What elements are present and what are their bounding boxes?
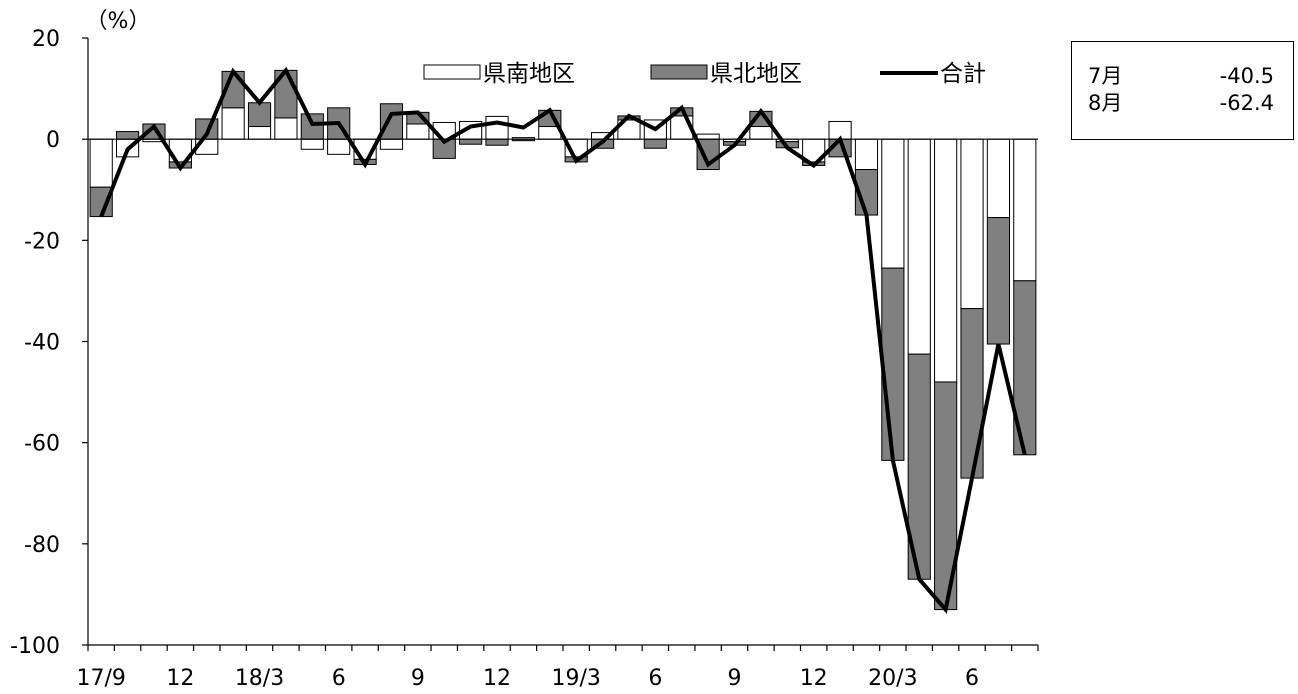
axes-layer: 20 0 -20 -40 -60 -80 -100 17/9 12 18/3 6 9 12 19/3 6 9 1…	[10, 27, 1039, 691]
bar-north	[379, 103, 404, 140]
monthly-value-box: 7月 -40.5 8月 -62.4	[1071, 41, 1294, 140]
bar-south	[907, 138, 931, 355]
bar-south	[749, 126, 773, 140]
bar-south	[485, 115, 509, 140]
legend: 県南地区 県北地区 合計	[423, 61, 986, 87]
info-value: -62.4	[1219, 91, 1274, 115]
bar-south	[881, 138, 905, 269]
chart: （%） 20 0 -20 -40 -60 -80 -100 17/9 12 18/3 6 9 12 19/…	[10, 9, 1039, 691]
y-tick-label: -20	[24, 229, 60, 254]
bar-south	[89, 138, 113, 188]
bar-north	[881, 267, 905, 461]
info-month-label: 8月	[1088, 91, 1123, 115]
bar-north	[116, 131, 140, 140]
bar-north	[485, 138, 509, 146]
legend-label-total: 合計	[940, 61, 986, 87]
bar-north	[247, 102, 272, 128]
bar-south	[300, 138, 324, 150]
bar-south	[1013, 138, 1037, 282]
x-tick-label: 9	[728, 666, 742, 691]
bar-south	[960, 138, 984, 310]
legend-swatch-south	[423, 64, 481, 80]
y-tick-label: -100	[10, 634, 60, 659]
x-tick-label: 18/3	[235, 666, 284, 691]
x-tick-label: 12	[166, 666, 194, 691]
y-tick-label: -60	[24, 432, 60, 457]
legend-label-south: 県南地区	[483, 61, 575, 87]
bar-south	[221, 107, 245, 140]
legend-label-north: 県北地区	[710, 61, 802, 87]
bar-north	[1013, 280, 1037, 456]
y-tick-label: 20	[32, 27, 60, 52]
bar-south	[854, 138, 879, 171]
bar-south	[934, 138, 958, 383]
bar-south	[247, 126, 272, 140]
x-tick-label: 6	[965, 666, 979, 691]
x-tick-label: 6	[332, 666, 346, 691]
legend-swatch-north	[650, 64, 708, 80]
bar-north	[300, 113, 324, 140]
bar-north	[960, 308, 984, 479]
y-tick-label: -80	[24, 533, 60, 558]
x-tick-label: 20/3	[868, 666, 917, 691]
total-line	[99, 66, 1027, 614]
info-month-label: 7月	[1088, 64, 1123, 88]
bar-south	[406, 123, 430, 140]
bar-north	[643, 138, 667, 149]
bars-layer	[89, 69, 1037, 611]
x-tick-label: 17/9	[76, 666, 125, 691]
bar-south	[379, 138, 404, 150]
x-tick-label: 19/3	[551, 666, 600, 691]
x-tick-label: 9	[411, 666, 425, 691]
line-layer	[99, 66, 1027, 614]
bar-north	[459, 138, 483, 145]
bar-south	[696, 133, 720, 140]
bar-south	[274, 117, 298, 140]
y-unit-label: （%）	[86, 9, 151, 34]
x-tick-label: 6	[648, 666, 662, 691]
y-tick-label: 0	[46, 128, 60, 153]
bar-north	[986, 217, 1010, 345]
x-tick-label: 12	[483, 666, 511, 691]
bar-south	[327, 138, 351, 155]
bar-south	[986, 138, 1010, 219]
info-value: -40.5	[1219, 64, 1274, 88]
y-tick-label: -40	[24, 331, 60, 356]
x-tick-label: 12	[800, 666, 828, 691]
